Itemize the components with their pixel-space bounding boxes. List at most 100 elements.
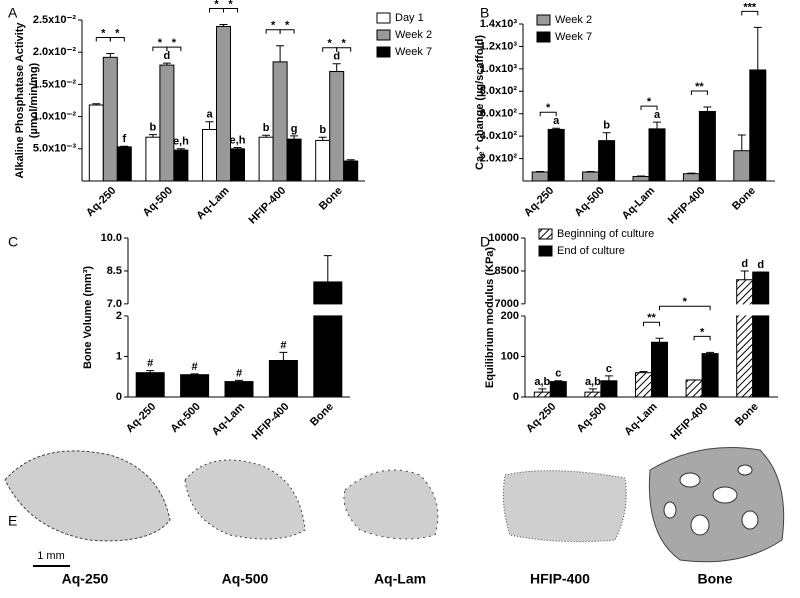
error-bar <box>176 148 185 151</box>
x-tick-label: Aq-500 <box>141 185 175 219</box>
significance-letter: # <box>192 361 198 373</box>
y-tick-label: 1 <box>116 350 122 362</box>
legend-label: Week 2 <box>395 29 432 41</box>
panel-letter: B <box>480 5 489 21</box>
legend-label: Week 7 <box>555 31 592 43</box>
bar <box>202 128 217 182</box>
significance-label: *** <box>743 1 757 13</box>
x-tick-label: HFIP-400 <box>250 401 292 443</box>
error-bar <box>586 170 595 173</box>
bar <box>315 139 331 182</box>
significance-letter: # <box>236 367 242 379</box>
axis-break <box>519 304 780 316</box>
legend-swatch <box>538 228 553 240</box>
error-bar <box>318 136 327 141</box>
bar <box>584 391 602 398</box>
y-tick-label: 0 <box>116 391 122 403</box>
x-tick-label: Aq-250 <box>124 401 158 435</box>
significance-letter: a <box>654 109 661 121</box>
x-tick-label: HFIP-400 <box>666 185 708 227</box>
x-tick-label: HFIP-400 <box>247 185 289 227</box>
bar <box>268 360 298 398</box>
error-bar <box>276 45 285 62</box>
significance-label: * <box>647 96 652 108</box>
error-bar <box>653 121 661 129</box>
bar <box>549 381 567 398</box>
y-tick-label: 1.2x10³ <box>480 40 518 52</box>
error-bar <box>687 172 696 174</box>
error-bar <box>740 270 749 280</box>
bar <box>685 379 703 398</box>
y-tick-label: 2.0x10² <box>480 152 518 164</box>
error-bar <box>536 170 545 173</box>
error-bar <box>279 351 288 361</box>
significance-label: * <box>172 37 177 49</box>
y-tick-label: 1.5x10⁻² <box>33 78 76 90</box>
error-bar <box>190 373 199 375</box>
legend-swatch <box>538 245 553 257</box>
axis-break <box>122 304 352 316</box>
significance-label: * <box>285 20 290 32</box>
error-bar <box>120 145 129 147</box>
legend-label: Day 1 <box>395 12 424 24</box>
significance-letter: a <box>206 109 213 121</box>
significance-letter: b <box>603 120 610 132</box>
y-tick-label: 5.0x10⁻³ <box>33 143 76 155</box>
significance-label: * <box>101 27 106 39</box>
image-label: HFIP-400 <box>530 571 590 587</box>
y-tick-label: 8.0x10² <box>480 85 518 97</box>
significance-letter: c <box>606 363 612 375</box>
x-tick-label: Bone <box>308 401 336 429</box>
legend-swatch <box>536 14 551 26</box>
y-axis-label: Bone Volume (mm³) <box>82 266 94 369</box>
significance-label: ** <box>695 81 704 93</box>
legend-label: Week 2 <box>555 14 592 26</box>
panel-e: E 1 mm Aq-250 Aq-500 Aq-Lam HFIP-400 Bon… <box>4 447 785 587</box>
significance-letter: b <box>263 122 270 134</box>
bar <box>102 56 118 182</box>
legend-label: Beginning of culture <box>557 228 654 240</box>
y-axis-label: Alkaline Phosphatase Activity <box>14 22 26 179</box>
error-bar <box>290 135 299 140</box>
significance-bracket <box>539 111 557 117</box>
legend-label: End of culture <box>557 245 625 257</box>
y-tick-label: 1.4x10³ <box>480 18 518 30</box>
bar <box>733 150 751 182</box>
y-axis-label: (µmol/min/mg) <box>28 62 40 138</box>
bar <box>752 271 770 398</box>
error-bar <box>706 351 715 354</box>
error-bar <box>92 103 101 106</box>
y-tick-label: 7000 <box>495 298 519 310</box>
bar <box>343 160 359 182</box>
y-tick-label: 1.0x10⁻² <box>33 111 76 123</box>
image-label: Aq-Lam <box>374 571 426 587</box>
significance-letter: d <box>757 259 764 271</box>
significance-label: * <box>228 0 233 10</box>
error-bar <box>162 62 171 66</box>
significance-bracket <box>643 321 660 327</box>
significance-label: * <box>683 296 688 308</box>
bar <box>598 140 616 182</box>
bar <box>224 381 254 398</box>
significance-bracket <box>279 29 295 34</box>
x-tick-label: Aq-Lam <box>620 185 658 223</box>
y-tick-label: 200 <box>501 310 519 322</box>
significance-letter: e,h <box>230 134 246 146</box>
error-bar <box>703 106 712 112</box>
error-bar <box>233 147 242 149</box>
bar <box>582 171 600 182</box>
significance-letter: a,b <box>585 376 601 388</box>
bar <box>135 372 165 398</box>
bar <box>272 61 288 182</box>
bar <box>313 281 343 398</box>
bar <box>632 176 650 182</box>
legend-swatch <box>376 29 391 41</box>
significance-label: * <box>115 27 120 39</box>
y-tick-label: 2 <box>116 310 122 322</box>
significance-letter: c <box>555 368 561 380</box>
bar <box>547 128 565 182</box>
bar <box>682 173 700 182</box>
bar <box>651 341 668 398</box>
panel-letter: D <box>480 234 490 250</box>
significance-label: * <box>271 20 276 32</box>
